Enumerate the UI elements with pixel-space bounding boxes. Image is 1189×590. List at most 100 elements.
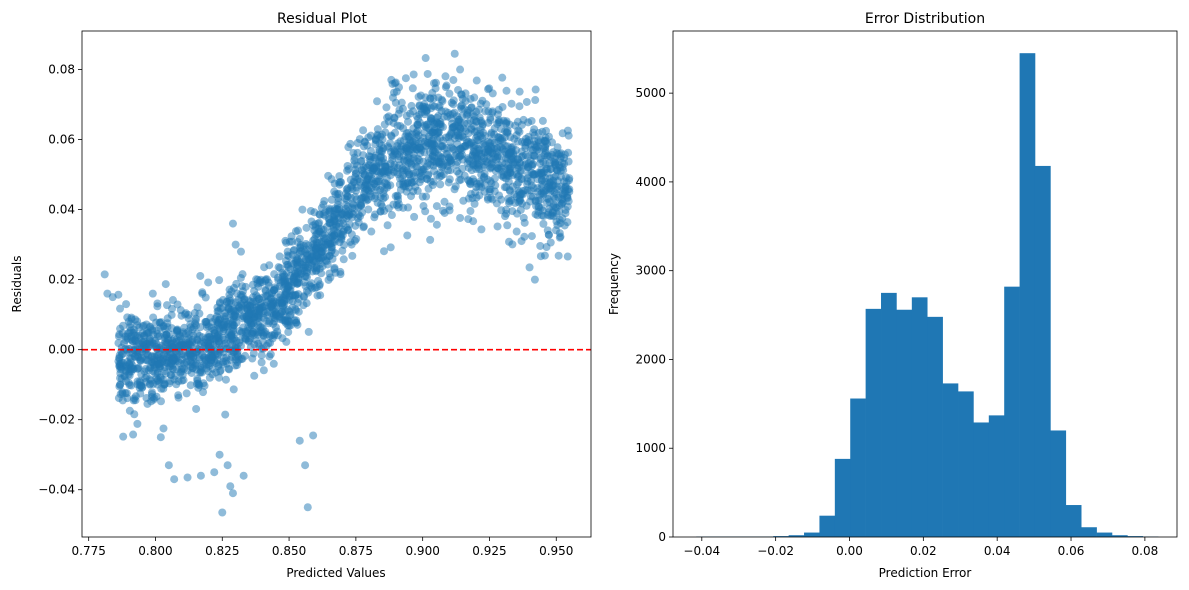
residual-point (155, 362, 164, 371)
histogram-bar (1081, 527, 1097, 537)
residual-outlier-point (223, 461, 232, 470)
residual-outlier-point (215, 450, 224, 459)
y-tick-label: −0.02 (38, 413, 75, 427)
residual-point (310, 235, 319, 244)
residual-point (330, 263, 339, 272)
y-tick-label: 0.08 (48, 63, 75, 77)
residual-point (545, 197, 554, 206)
residual-point (438, 123, 447, 132)
histogram-bar (942, 383, 959, 537)
residual-point (226, 309, 235, 318)
residual-point (412, 130, 421, 139)
residual-point (228, 324, 237, 333)
residual-point (202, 360, 211, 369)
residual-point (343, 226, 352, 235)
residual-point (431, 78, 440, 87)
residual-point (479, 173, 488, 182)
histogram-bar (1065, 505, 1082, 537)
residual-point (149, 395, 158, 404)
residual-point (241, 282, 250, 291)
histogram-bar (865, 308, 882, 537)
residual-point (453, 128, 462, 137)
residual-point (486, 115, 495, 124)
residual-point (213, 349, 222, 358)
residual-point (254, 282, 263, 291)
residual-point (515, 194, 524, 203)
residual-point (149, 339, 158, 348)
residual-point (192, 404, 201, 413)
x-tick-label: 0.08 (1132, 544, 1159, 558)
residual-point (432, 220, 441, 229)
residual-point (458, 164, 467, 173)
residual-point (348, 185, 357, 194)
residual-point (402, 187, 411, 196)
residual-point (149, 313, 158, 322)
residual-point (195, 368, 204, 377)
residual-point (250, 321, 259, 330)
residual-point (349, 177, 358, 186)
residual-point (353, 148, 362, 157)
residual-point (302, 223, 311, 232)
residual-point (530, 152, 539, 161)
histogram-bar (773, 536, 789, 537)
residual-point (466, 94, 475, 103)
residual-point (187, 353, 196, 362)
residual-point (554, 251, 563, 260)
residual-point (435, 101, 444, 110)
residual-outlier-point (226, 482, 235, 491)
residual-point (308, 284, 317, 293)
residual-point (360, 142, 368, 151)
residual-point (423, 103, 432, 112)
y-tick-label: 1000 (635, 441, 666, 455)
y-tick-label: 0 (658, 530, 666, 544)
residual-point (275, 296, 284, 305)
residual-point (114, 339, 123, 348)
residual-point (286, 321, 295, 330)
residual-point (498, 158, 507, 167)
residual-point (161, 346, 170, 355)
residual-point (196, 271, 205, 280)
histogram-bar (834, 458, 851, 537)
histogram-bar (1019, 53, 1036, 537)
residual-point (531, 85, 540, 94)
error-distribution-frame (672, 30, 1178, 538)
residual-point (294, 307, 303, 316)
residual-point (383, 221, 392, 230)
residual-point (538, 211, 547, 220)
residual-point (265, 261, 274, 270)
residual-point (472, 76, 481, 85)
residual-point (441, 107, 450, 116)
residual-point (325, 204, 334, 213)
residual-point (215, 276, 224, 285)
residual-point (534, 142, 543, 151)
residual-point (561, 205, 570, 214)
residual-point (495, 191, 504, 200)
residual-point (403, 231, 412, 240)
residual-point (480, 187, 489, 196)
error-distribution-title: Error Distribution (865, 11, 985, 27)
residual-outlier-point (456, 65, 465, 74)
residual-point (393, 139, 402, 148)
residual-point (195, 355, 204, 364)
residual-point (544, 230, 553, 239)
residual-point (517, 120, 526, 129)
residual-point (423, 69, 432, 78)
residual-point (541, 143, 550, 152)
residual-point (201, 293, 210, 302)
residual-point (492, 155, 501, 164)
residual-point (389, 163, 398, 172)
residual-point (327, 195, 336, 204)
residual-point (394, 203, 403, 212)
residual-outlier-point (228, 219, 237, 228)
residual-point (437, 95, 446, 104)
residual-point (453, 140, 462, 149)
residual-point (335, 172, 344, 181)
residual-point (426, 94, 435, 103)
residual-point (147, 376, 156, 385)
residual-point (404, 168, 413, 177)
residual-point (453, 117, 462, 126)
residual-point (275, 252, 284, 261)
residual-point (391, 78, 400, 87)
residual-point (394, 195, 403, 204)
residual-plot-ylabel: Residuals (10, 256, 24, 313)
